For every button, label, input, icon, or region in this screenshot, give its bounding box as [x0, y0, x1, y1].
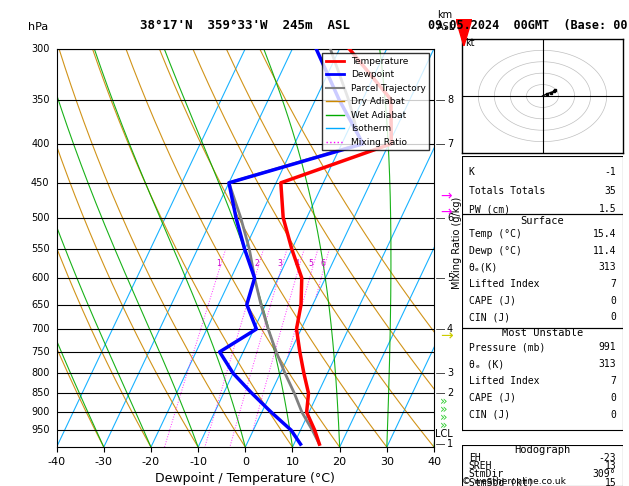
Text: 09.05.2024  00GMT  (Base: 00): 09.05.2024 00GMT (Base: 00): [428, 18, 629, 32]
Text: →: →: [440, 189, 452, 203]
Text: CIN (J): CIN (J): [469, 410, 510, 420]
Text: 5: 5: [447, 273, 454, 283]
X-axis label: Dewpoint / Temperature (°C): Dewpoint / Temperature (°C): [155, 472, 335, 486]
Text: 1.5: 1.5: [599, 205, 616, 214]
Text: SREH: SREH: [469, 461, 493, 471]
Legend: Temperature, Dewpoint, Parcel Trajectory, Dry Adiabat, Wet Adiabat, Isotherm, Mi: Temperature, Dewpoint, Parcel Trajectory…: [322, 53, 430, 151]
Text: 5: 5: [309, 259, 314, 268]
Text: 313: 313: [599, 262, 616, 273]
Text: CIN (J): CIN (J): [469, 312, 510, 322]
Text: →: →: [440, 328, 453, 343]
Text: Dewp (°C): Dewp (°C): [469, 246, 521, 256]
Text: 4: 4: [295, 259, 300, 268]
Text: 900: 900: [31, 407, 50, 417]
Text: 0: 0: [610, 312, 616, 322]
Text: Totals Totals: Totals Totals: [469, 186, 545, 195]
Text: 0: 0: [610, 296, 616, 306]
Text: 750: 750: [31, 347, 50, 357]
Text: 991: 991: [599, 342, 616, 352]
Polygon shape: [456, 19, 472, 46]
Text: CAPE (J): CAPE (J): [469, 296, 516, 306]
Text: 700: 700: [31, 324, 50, 334]
Text: 13: 13: [604, 461, 616, 471]
Text: 950: 950: [31, 425, 50, 435]
Text: 3: 3: [277, 259, 282, 268]
Text: 35: 35: [604, 186, 616, 195]
Text: Mixing Ratio (g/kg): Mixing Ratio (g/kg): [452, 197, 462, 289]
Text: 500: 500: [31, 213, 50, 223]
Text: 2: 2: [254, 259, 259, 268]
Text: 650: 650: [31, 299, 50, 310]
Text: 350: 350: [31, 95, 50, 104]
Text: 600: 600: [31, 273, 50, 283]
Text: 300: 300: [31, 44, 50, 53]
Text: 6: 6: [320, 259, 325, 268]
Text: Most Unstable: Most Unstable: [502, 329, 583, 338]
Text: Lifted Index: Lifted Index: [469, 279, 539, 289]
Text: 450: 450: [31, 178, 50, 188]
Text: -23: -23: [599, 453, 616, 463]
Text: 850: 850: [31, 388, 50, 399]
Text: 550: 550: [31, 244, 50, 254]
Text: -1: -1: [604, 167, 616, 176]
Text: »: »: [440, 395, 448, 408]
Text: »: »: [440, 411, 448, 424]
Text: 400: 400: [31, 139, 50, 149]
Text: →: →: [440, 205, 452, 219]
Text: Temp (°C): Temp (°C): [469, 229, 521, 239]
Text: Lifted Index: Lifted Index: [469, 376, 539, 386]
Text: 1: 1: [216, 259, 221, 268]
Text: 6: 6: [447, 213, 453, 223]
Text: 7: 7: [610, 279, 616, 289]
Text: »: »: [440, 419, 448, 432]
Text: 11.4: 11.4: [593, 246, 616, 256]
Text: 0: 0: [610, 410, 616, 420]
Text: hPa: hPa: [28, 21, 48, 32]
Text: 15.4: 15.4: [593, 229, 616, 239]
Text: EH: EH: [469, 453, 481, 463]
Text: 1: 1: [447, 439, 453, 449]
Text: 7: 7: [447, 139, 454, 149]
Text: Hodograph: Hodograph: [515, 445, 571, 454]
Text: 3: 3: [447, 368, 453, 378]
Text: 2: 2: [447, 388, 454, 399]
Text: 313: 313: [599, 359, 616, 369]
Text: StmSpd (kt): StmSpd (kt): [469, 478, 533, 486]
Text: θₑ (K): θₑ (K): [469, 359, 504, 369]
Text: LCL: LCL: [435, 429, 453, 438]
Text: 15: 15: [604, 478, 616, 486]
Text: km
ASL: km ASL: [437, 10, 455, 32]
Text: Surface: Surface: [521, 216, 564, 226]
Text: CAPE (J): CAPE (J): [469, 393, 516, 403]
Text: 38°17'N  359°33'W  245m  ASL: 38°17'N 359°33'W 245m ASL: [140, 18, 350, 32]
Text: »: »: [440, 403, 448, 416]
Text: θₑ(K): θₑ(K): [469, 262, 498, 273]
Text: 7: 7: [610, 376, 616, 386]
Text: 8: 8: [447, 95, 453, 104]
Text: K: K: [469, 167, 475, 176]
Text: 309°: 309°: [593, 469, 616, 479]
Text: PW (cm): PW (cm): [469, 205, 510, 214]
Text: kt: kt: [465, 38, 475, 48]
Text: 800: 800: [31, 368, 50, 378]
Text: StmDir: StmDir: [469, 469, 504, 479]
Text: Pressure (mb): Pressure (mb): [469, 342, 545, 352]
Text: 4: 4: [447, 324, 453, 334]
Text: 0: 0: [610, 393, 616, 403]
Text: © weatheronline.co.uk: © weatheronline.co.uk: [462, 476, 566, 486]
